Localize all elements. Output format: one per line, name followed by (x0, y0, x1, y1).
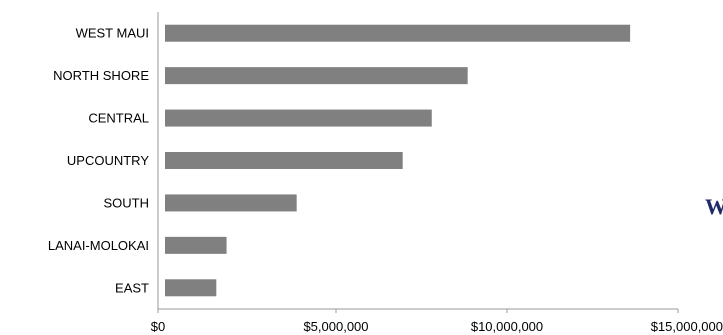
bar-central (165, 109, 432, 127)
category-labels: WEST MAUI NORTH SHORE CENTRAL UPCOUNTRY SOUT… (48, 26, 149, 296)
category-label: SOUTH (104, 195, 150, 210)
bar-west-maui (165, 24, 631, 42)
category-label: EAST (115, 280, 149, 295)
x-axis-ticks: $0 $5,000,000 $10,000,000 $15,000,000 (151, 309, 723, 334)
x-tick-label: $10,000,000 (471, 319, 543, 334)
bar-east (165, 279, 217, 297)
x-tick-label: $15,000,000 (651, 319, 723, 334)
category-label: CENTRAL (88, 111, 149, 126)
bar-north-shore (165, 67, 468, 85)
category-label: UPCOUNTRY (67, 153, 149, 168)
bar-south (165, 194, 297, 212)
bar-lanai-molokai (165, 236, 227, 254)
category-label: LANAI-MOLOKAI (48, 238, 149, 253)
bar-upcountry (165, 152, 403, 169)
x-tick-label: $0 (151, 319, 165, 334)
category-label: WEST MAUI (76, 26, 149, 41)
side-text: W (705, 194, 723, 219)
bars (165, 24, 631, 297)
chart-axes (157, 12, 678, 310)
x-tick-label: $5,000,000 (303, 319, 368, 334)
category-label: NORTH SHORE (53, 68, 149, 83)
